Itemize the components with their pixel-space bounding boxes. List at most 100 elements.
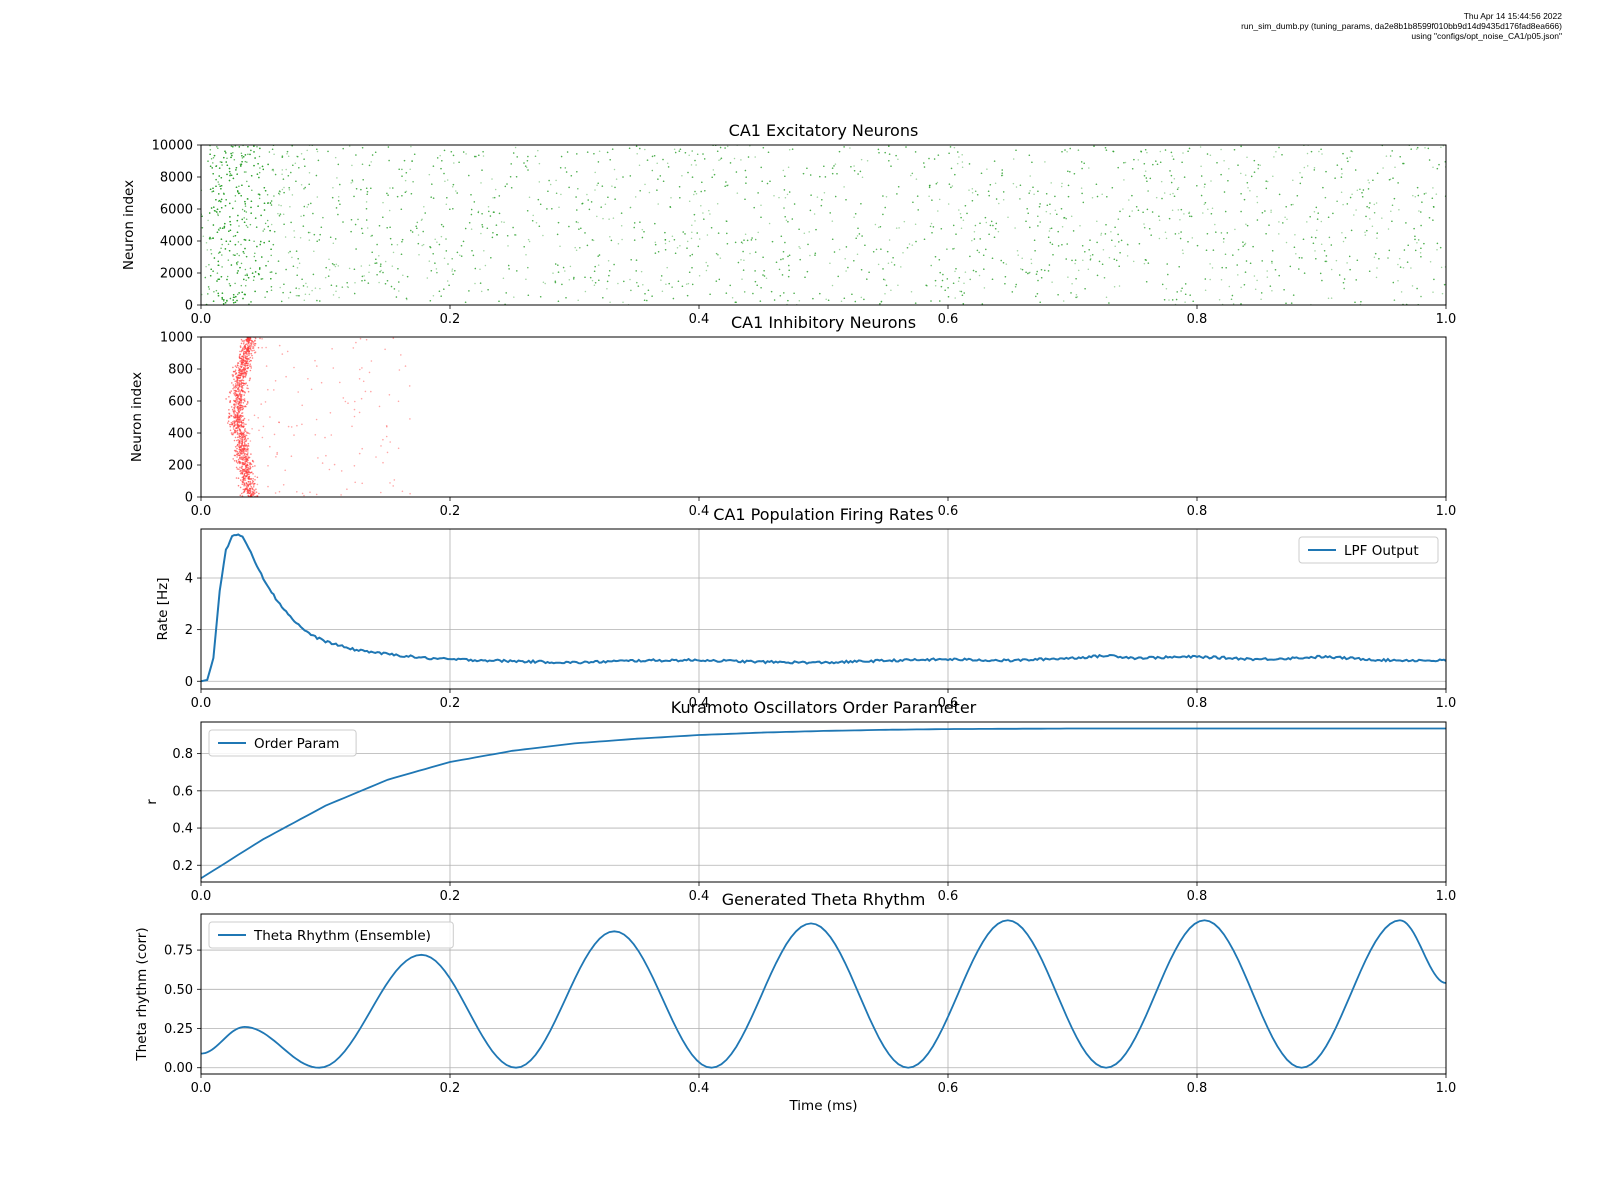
spike-dot — [1143, 223, 1145, 225]
spike-dot — [1176, 188, 1179, 191]
spike-dot — [470, 208, 473, 211]
spike-dot — [283, 191, 285, 194]
spike-dot — [882, 213, 884, 216]
spike-dot — [983, 287, 986, 289]
spike-dot — [355, 248, 357, 250]
spike-dot — [956, 162, 959, 165]
spike-dot — [257, 162, 259, 165]
spike-dot — [468, 290, 470, 292]
spike-dot — [1147, 262, 1150, 264]
spike-dot — [273, 230, 276, 233]
spike-dot — [888, 145, 890, 148]
spike-dot — [1367, 188, 1370, 190]
spike-dot — [451, 258, 453, 260]
spike-dot — [557, 300, 560, 303]
spike-dot — [367, 282, 370, 284]
spike-dot — [744, 233, 747, 235]
spike-dot — [1079, 225, 1081, 227]
spike-dot — [371, 234, 373, 237]
spike-dot — [1243, 198, 1246, 201]
spike-dot — [557, 300, 560, 303]
spike-dot — [1354, 169, 1357, 171]
spike-dot — [1388, 249, 1391, 252]
spike-dot — [218, 183, 220, 186]
spike-dot — [233, 158, 236, 161]
spike-dot — [1226, 232, 1229, 234]
spike-dot — [273, 195, 275, 197]
spike-dot — [890, 165, 892, 167]
spike-dot — [234, 194, 237, 197]
spike-dot — [860, 269, 863, 271]
spike-dot — [944, 289, 946, 292]
spike-dot — [410, 145, 412, 148]
spike-dot — [442, 225, 445, 228]
spike-dot — [566, 151, 569, 153]
spike-dot — [838, 248, 841, 251]
spike-dot — [765, 277, 768, 280]
spike-dot — [793, 292, 795, 295]
spike-dot — [347, 286, 350, 289]
spike-dot — [422, 230, 424, 233]
spike-dot — [617, 242, 620, 245]
spike-dot — [1089, 239, 1091, 241]
spike-dot — [914, 223, 917, 225]
spike-dot — [788, 254, 791, 256]
spike-dot — [1415, 148, 1418, 150]
spike-dot — [987, 190, 990, 192]
spike-dot — [1246, 224, 1249, 227]
spike-dot — [209, 153, 211, 156]
spike-dot — [574, 246, 576, 249]
spike-dot — [207, 219, 209, 222]
spike-dot — [1245, 260, 1248, 262]
spike-dot — [1098, 260, 1101, 263]
spike-dot — [1212, 249, 1215, 251]
spike-dot — [1048, 230, 1051, 232]
spike-dot — [1342, 152, 1344, 155]
spike-dot — [447, 263, 449, 265]
y-tick-label: 8000 — [160, 171, 193, 186]
spike-dot — [1011, 291, 1014, 293]
spike-dot — [745, 176, 747, 178]
spike-dot — [1436, 242, 1439, 245]
spike-dot — [223, 156, 225, 159]
spike-dot — [272, 168, 274, 171]
spike-dot — [422, 230, 424, 233]
spike-dot — [1343, 287, 1345, 290]
spike-dot — [325, 266, 327, 269]
spike-dot — [982, 254, 985, 256]
spike-dot — [879, 226, 882, 228]
spike-dot — [213, 210, 216, 212]
spike-dot — [930, 222, 933, 225]
spike-dot — [824, 176, 827, 178]
spike-dot — [1246, 181, 1249, 184]
spike-dot — [1231, 294, 1234, 297]
spike-dot — [559, 245, 561, 247]
spike-dot — [929, 184, 931, 187]
spike-dot — [1327, 216, 1330, 219]
spike-dot — [1167, 273, 1169, 276]
spike-dot — [565, 297, 567, 299]
spike-dot — [260, 278, 263, 280]
spike-dot — [579, 246, 581, 249]
spike-dot — [724, 147, 726, 149]
spike-dot — [431, 183, 433, 185]
spike-dot — [493, 196, 496, 199]
spike-dot — [1089, 259, 1092, 261]
spike-dot — [235, 186, 238, 189]
spike-dot — [436, 271, 438, 274]
spike-dot — [705, 269, 708, 272]
spike-dot — [1397, 182, 1399, 184]
spike-dot — [630, 258, 632, 261]
spike-dot — [782, 258, 784, 260]
spike-dot — [1246, 181, 1249, 184]
spike-dot — [1402, 162, 1404, 165]
spike-dot — [892, 256, 894, 259]
spike-dot — [989, 224, 992, 227]
spike-dot — [668, 282, 670, 285]
spike-dot — [678, 186, 681, 188]
spike-dot — [264, 222, 267, 225]
spike-dot — [224, 248, 227, 250]
spike-dot — [900, 266, 902, 268]
spike-dot — [853, 260, 855, 262]
spike-dot — [308, 293, 311, 296]
